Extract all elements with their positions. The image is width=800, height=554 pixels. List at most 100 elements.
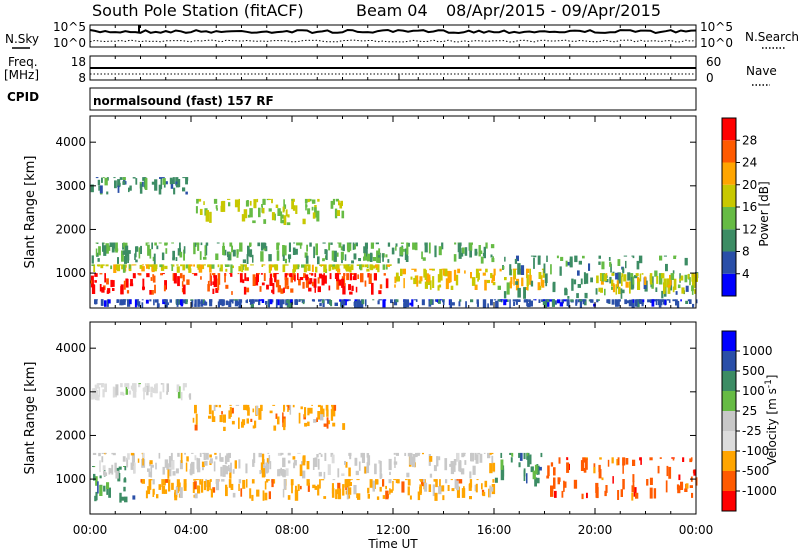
colorbar-tick-label: -25 bbox=[742, 424, 762, 438]
data-cell bbox=[692, 276, 696, 288]
data-cell bbox=[309, 278, 313, 283]
date-range: 08/Apr/2015 - 09/Apr/2015 bbox=[446, 1, 661, 20]
data-cell bbox=[500, 452, 503, 458]
data-cell bbox=[231, 420, 235, 425]
data-cell bbox=[680, 299, 682, 302]
data-cell bbox=[311, 299, 315, 302]
data-cell bbox=[687, 274, 690, 279]
data-cell bbox=[548, 299, 553, 302]
data-cell bbox=[492, 462, 496, 472]
data-cell bbox=[102, 389, 105, 398]
data-cell bbox=[168, 456, 172, 468]
colorbar-tick-label: 24 bbox=[742, 156, 757, 170]
data-cell bbox=[209, 299, 213, 307]
data-cell bbox=[369, 252, 373, 262]
data-cell bbox=[506, 282, 510, 295]
data-cell bbox=[336, 210, 340, 216]
data-cell bbox=[232, 299, 237, 301]
data-cell bbox=[258, 299, 261, 306]
data-cell bbox=[615, 299, 617, 302]
data-cell bbox=[274, 264, 277, 270]
data-cell bbox=[99, 185, 103, 194]
data-cell bbox=[170, 452, 173, 461]
data-cell bbox=[90, 184, 94, 193]
data-cell bbox=[283, 479, 287, 490]
data-cell bbox=[625, 281, 629, 288]
data-cell bbox=[159, 391, 162, 400]
data-cell bbox=[249, 242, 251, 247]
data-cell bbox=[490, 254, 493, 258]
data-cell bbox=[656, 276, 659, 284]
data-cell bbox=[288, 452, 291, 455]
data-cell bbox=[327, 464, 331, 475]
data-cell bbox=[577, 284, 581, 288]
data-cell bbox=[282, 264, 286, 273]
data-cell bbox=[204, 264, 206, 266]
data-cell bbox=[586, 492, 588, 499]
data-cell bbox=[238, 417, 240, 429]
data-cell bbox=[564, 288, 568, 296]
data-cell bbox=[487, 303, 489, 308]
data-cell bbox=[239, 242, 243, 252]
data-cell bbox=[274, 273, 277, 283]
data-cell bbox=[236, 249, 239, 255]
data-cell bbox=[334, 208, 338, 219]
data-cell bbox=[529, 274, 532, 285]
data-cell bbox=[263, 219, 267, 224]
data-cell bbox=[377, 257, 381, 263]
data-cell bbox=[600, 287, 603, 293]
data-cell bbox=[209, 479, 212, 482]
data-cell bbox=[191, 300, 194, 307]
data-cell bbox=[305, 276, 309, 288]
data-cell bbox=[517, 263, 521, 275]
data-cell bbox=[246, 299, 248, 304]
data-cell bbox=[139, 264, 143, 269]
data-cell bbox=[526, 473, 528, 484]
data-cell bbox=[285, 209, 288, 217]
data-cell bbox=[302, 218, 306, 225]
data-cell bbox=[332, 198, 335, 205]
data-cell bbox=[279, 299, 283, 308]
data-cell bbox=[576, 293, 579, 299]
data-cell bbox=[534, 299, 537, 301]
data-cell bbox=[269, 299, 273, 305]
colorbar-swatch bbox=[722, 491, 736, 511]
data-cell bbox=[659, 255, 663, 261]
data-cell bbox=[492, 282, 496, 286]
data-cell bbox=[247, 245, 250, 257]
data-cell bbox=[622, 457, 626, 466]
data-cell bbox=[261, 282, 265, 286]
data-cell bbox=[256, 198, 259, 203]
data-cell bbox=[605, 485, 608, 493]
data-cell bbox=[106, 299, 109, 307]
data-cell bbox=[153, 264, 157, 266]
data-cell bbox=[199, 251, 202, 260]
data-cell bbox=[241, 419, 246, 426]
data-cell bbox=[335, 489, 339, 494]
data-cell bbox=[367, 494, 370, 499]
data-cell bbox=[636, 299, 640, 308]
cpid-panel bbox=[89, 87, 697, 111]
data-cell bbox=[580, 278, 583, 285]
data-cell bbox=[290, 276, 293, 283]
colorbar-tick-label: 500 bbox=[742, 364, 765, 378]
data-cell bbox=[252, 408, 255, 413]
data-cell bbox=[561, 299, 564, 304]
data-cell bbox=[438, 486, 442, 495]
data-cell bbox=[259, 286, 262, 292]
data-cell bbox=[355, 286, 358, 293]
data-cell bbox=[338, 273, 341, 275]
data-cell bbox=[504, 256, 506, 262]
data-cell bbox=[371, 282, 374, 295]
data-cell bbox=[200, 242, 203, 246]
data-cell bbox=[138, 383, 141, 385]
data-cell bbox=[346, 264, 350, 267]
data-cell bbox=[177, 276, 180, 287]
data-cell bbox=[200, 301, 204, 307]
data-cell bbox=[280, 467, 282, 476]
data-cell bbox=[347, 479, 352, 481]
data-cell bbox=[111, 464, 114, 475]
data-cell bbox=[461, 452, 465, 458]
data-cell bbox=[318, 299, 322, 302]
